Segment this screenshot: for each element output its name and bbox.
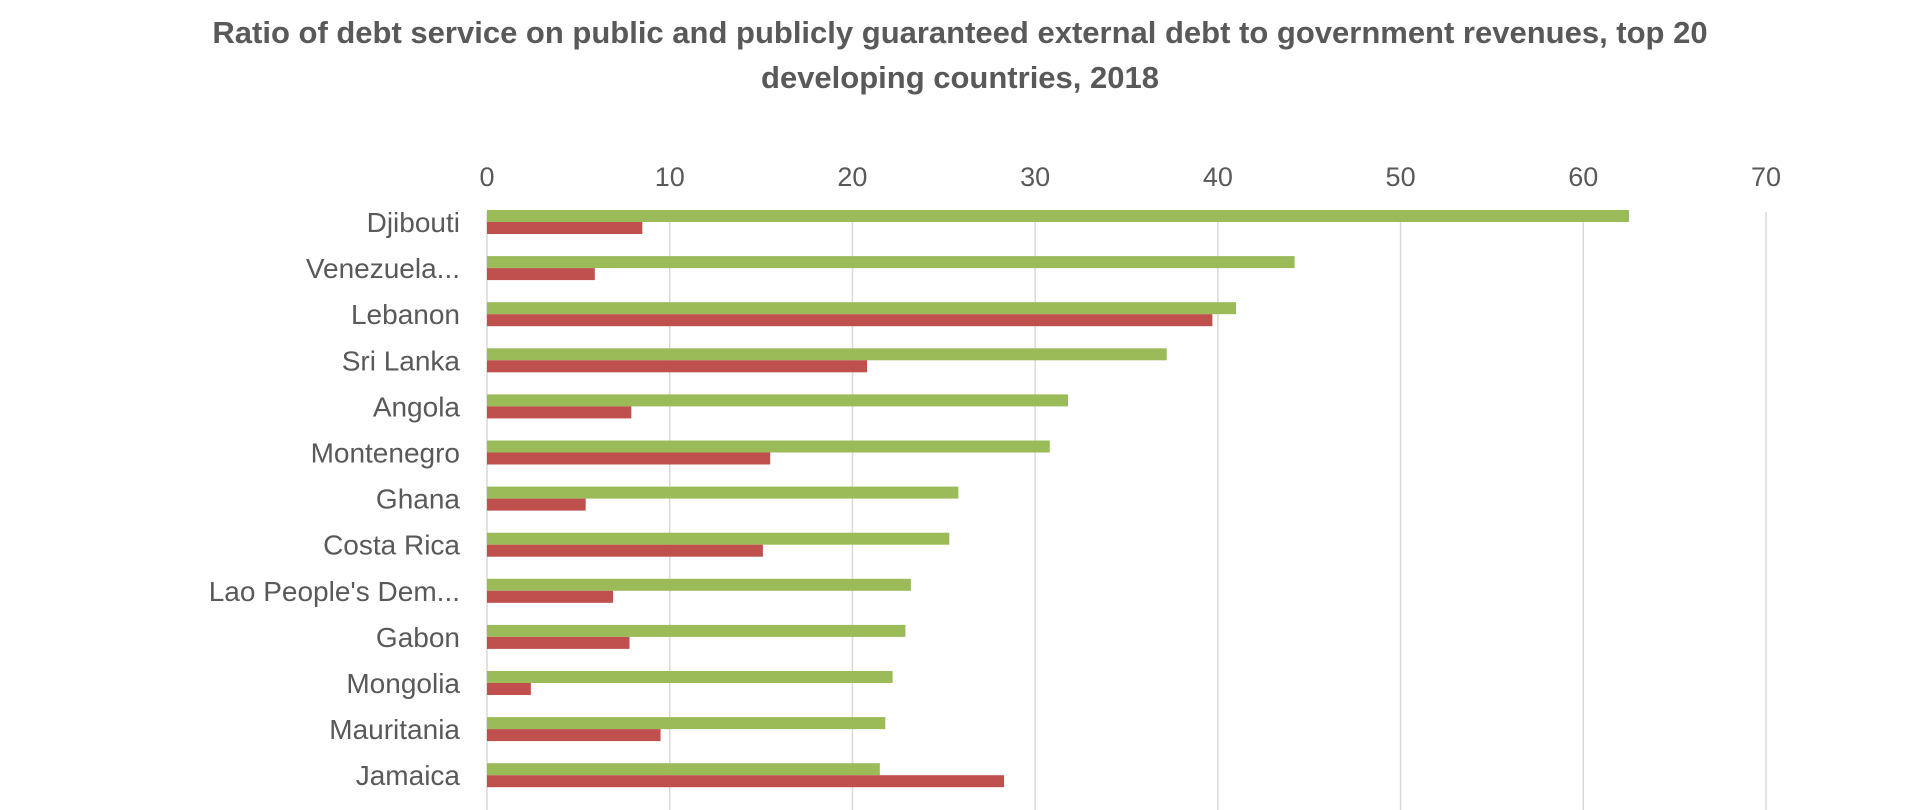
bar-series1	[487, 394, 1069, 407]
bar-series2	[487, 314, 1213, 327]
bar-series1	[487, 256, 1295, 269]
category-label: Sri Lanka	[342, 345, 461, 376]
bar-series2	[487, 360, 868, 373]
x-tick-label: 60	[1568, 162, 1598, 192]
chart-title-line-1: Ratio of debt service on public and publ…	[212, 15, 1708, 50]
bar-series2	[487, 222, 643, 234]
chart-title: Ratio of debt service on public and publ…	[0, 10, 1920, 100]
x-axis-ticks: 0 10 20 30 40 50 60 70	[479, 162, 1781, 192]
bar-series1	[487, 302, 1237, 315]
bar-series2	[487, 590, 614, 603]
category-label: Angola	[373, 391, 461, 422]
category-label: Lebanon	[351, 299, 460, 330]
bar-series1	[487, 348, 1167, 361]
x-tick-label: 20	[837, 162, 867, 192]
category-label: Gabon	[376, 622, 460, 653]
bar-series1	[487, 440, 1050, 453]
category-label: Lao People's Dem...	[209, 576, 460, 607]
bar-series2	[487, 729, 661, 742]
category-label: Djibouti	[367, 207, 460, 238]
bar-series2	[487, 452, 771, 465]
bar-series2	[487, 406, 632, 419]
bar-series2	[487, 268, 595, 281]
bar-series1	[487, 763, 880, 776]
bar-series1	[487, 578, 911, 591]
x-tick-label: 0	[479, 162, 494, 192]
x-tick-label: 40	[1203, 162, 1233, 192]
bar-series1	[487, 486, 959, 499]
x-tick-label: 70	[1751, 162, 1781, 192]
x-tick-label: 50	[1386, 162, 1416, 192]
bar-series2	[487, 683, 531, 695]
bar-series2	[487, 544, 763, 557]
category-label: Costa Rica	[323, 530, 460, 561]
bar-series2	[487, 636, 630, 649]
bar-series2	[487, 498, 586, 511]
category-labels: Djibouti Venezuela... Lebanon Sri Lanka Ango…	[209, 207, 461, 791]
bar-series1	[487, 210, 1629, 222]
bar-series1	[487, 624, 906, 637]
bar-series2	[487, 775, 1005, 788]
x-tick-label: 10	[655, 162, 685, 192]
bar-series1	[487, 671, 893, 683]
category-label: Jamaica	[356, 760, 461, 791]
x-tick-label: 30	[1020, 162, 1050, 192]
category-label: Mongolia	[346, 668, 460, 699]
category-label: Mauritania	[329, 714, 460, 745]
bar-series1	[487, 532, 950, 545]
bars	[487, 210, 1629, 788]
category-label: Montenegro	[311, 438, 460, 469]
category-label: Ghana	[376, 484, 460, 515]
chart-title-line-2: developing countries, 2018	[761, 60, 1159, 95]
category-label: Venezuela...	[306, 253, 460, 284]
bar-series1	[487, 717, 886, 730]
